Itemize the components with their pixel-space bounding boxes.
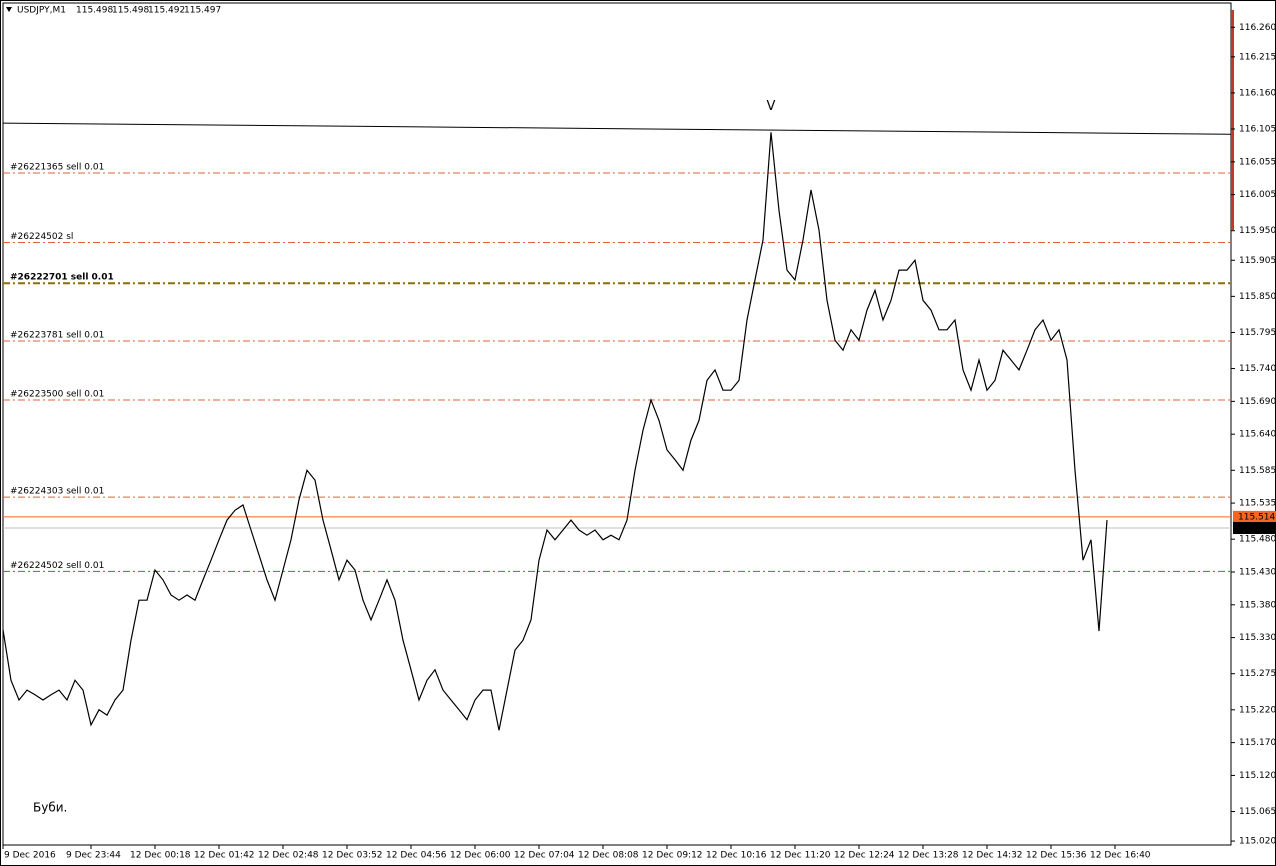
annotation: Буби. [33,801,67,815]
annotation: V [767,99,776,114]
x-tick-label: 12 Dec 09:12 [642,851,703,861]
order-label: #26224502 sl [10,232,73,242]
x-tick-label: 12 Dec 04:56 [386,851,447,861]
y-tick-label: 115.740 [1239,364,1276,374]
quote-value: 115.492 [148,6,185,16]
menu-arrow [6,7,12,12]
x-tick-label: 12 Dec 11:20 [770,851,831,861]
y-tick-label: 115.585 [1239,466,1276,476]
y-tick-label: 116.005 [1239,190,1276,200]
order-label: #26224303 sell 0.01 [10,487,104,497]
quote-value: 115.498 [112,6,149,16]
y-tick-label: 116.105 [1239,125,1276,135]
order-label: #26222701 sell 0.01 [10,273,114,283]
y-tick-label: 116.260 [1239,23,1276,33]
x-tick-label: 9 Dec 2016 [4,851,56,861]
order-label: #26223500 sell 0.01 [10,390,104,400]
y-tick-label: 115.950 [1239,226,1276,236]
y-tick-label: 115.430 [1239,567,1276,577]
x-tick-label: 12 Dec 16:40 [1090,851,1151,861]
price-label-box [1233,510,1276,523]
x-tick-label: 12 Dec 14:32 [962,851,1023,861]
order-label: #26223781 sell 0.01 [10,330,104,340]
y-tick-label: 115.330 [1239,633,1276,643]
x-tick-label: 12 Dec 15:36 [1026,851,1087,861]
x-tick-label: 12 Dec 10:16 [706,851,767,861]
volume-indicator [1231,10,1234,230]
y-tick-label: 115.170 [1239,738,1276,748]
y-tick-label: 116.055 [1239,157,1276,167]
y-tick-label: 115.795 [1239,328,1276,338]
trendline [2,122,1232,135]
x-tick-label: 12 Dec 06:00 [450,851,511,861]
quote-value: 115.498 [76,6,113,16]
price-line-series [2,132,1108,731]
price-label: 115.497 [1238,524,1275,534]
y-tick-label: 115.850 [1239,292,1276,302]
y-tick-label: 115.480 [1239,535,1276,545]
x-tick-label: 12 Dec 01:42 [194,851,255,861]
chart-title: USDJPY,M1 [17,6,66,16]
y-tick-label: 115.380 [1239,600,1276,610]
y-tick-label: 115.275 [1239,669,1276,679]
price-label-box [1233,522,1276,535]
x-tick-label: 9 Dec 23:44 [66,851,121,861]
x-tick-label: 12 Dec 07:04 [514,851,575,861]
x-tick-label: 12 Dec 12:24 [834,851,895,861]
x-tick-label: 12 Dec 13:28 [898,851,959,861]
order-label: #26224502 sell 0.01 [10,561,104,571]
plot-area [2,2,1232,846]
y-tick-label: 115.535 [1239,499,1276,509]
y-tick-label: 116.215 [1239,52,1276,62]
order-label: #26221365 sell 0.01 [10,162,104,172]
y-tick-label: 115.120 [1239,771,1276,781]
y-tick-label: 115.690 [1239,397,1276,407]
y-tick-label: 115.065 [1239,807,1276,817]
y-tick-label: 115.020 [1239,837,1276,847]
y-tick-label: 115.220 [1239,705,1276,715]
price-label: 115.514 [1238,512,1275,522]
quote-value: 115.497 [184,6,221,16]
x-tick-label: 12 Dec 08:08 [578,851,639,861]
y-tick-label: 116.160 [1239,88,1276,98]
x-tick-label: 12 Dec 03:52 [322,851,383,861]
y-tick-label: 115.640 [1239,430,1276,440]
x-tick-label: 12 Dec 00:18 [130,851,191,861]
y-tick-label: 115.905 [1239,256,1276,266]
x-tick-label: 12 Dec 02:48 [258,851,319,861]
